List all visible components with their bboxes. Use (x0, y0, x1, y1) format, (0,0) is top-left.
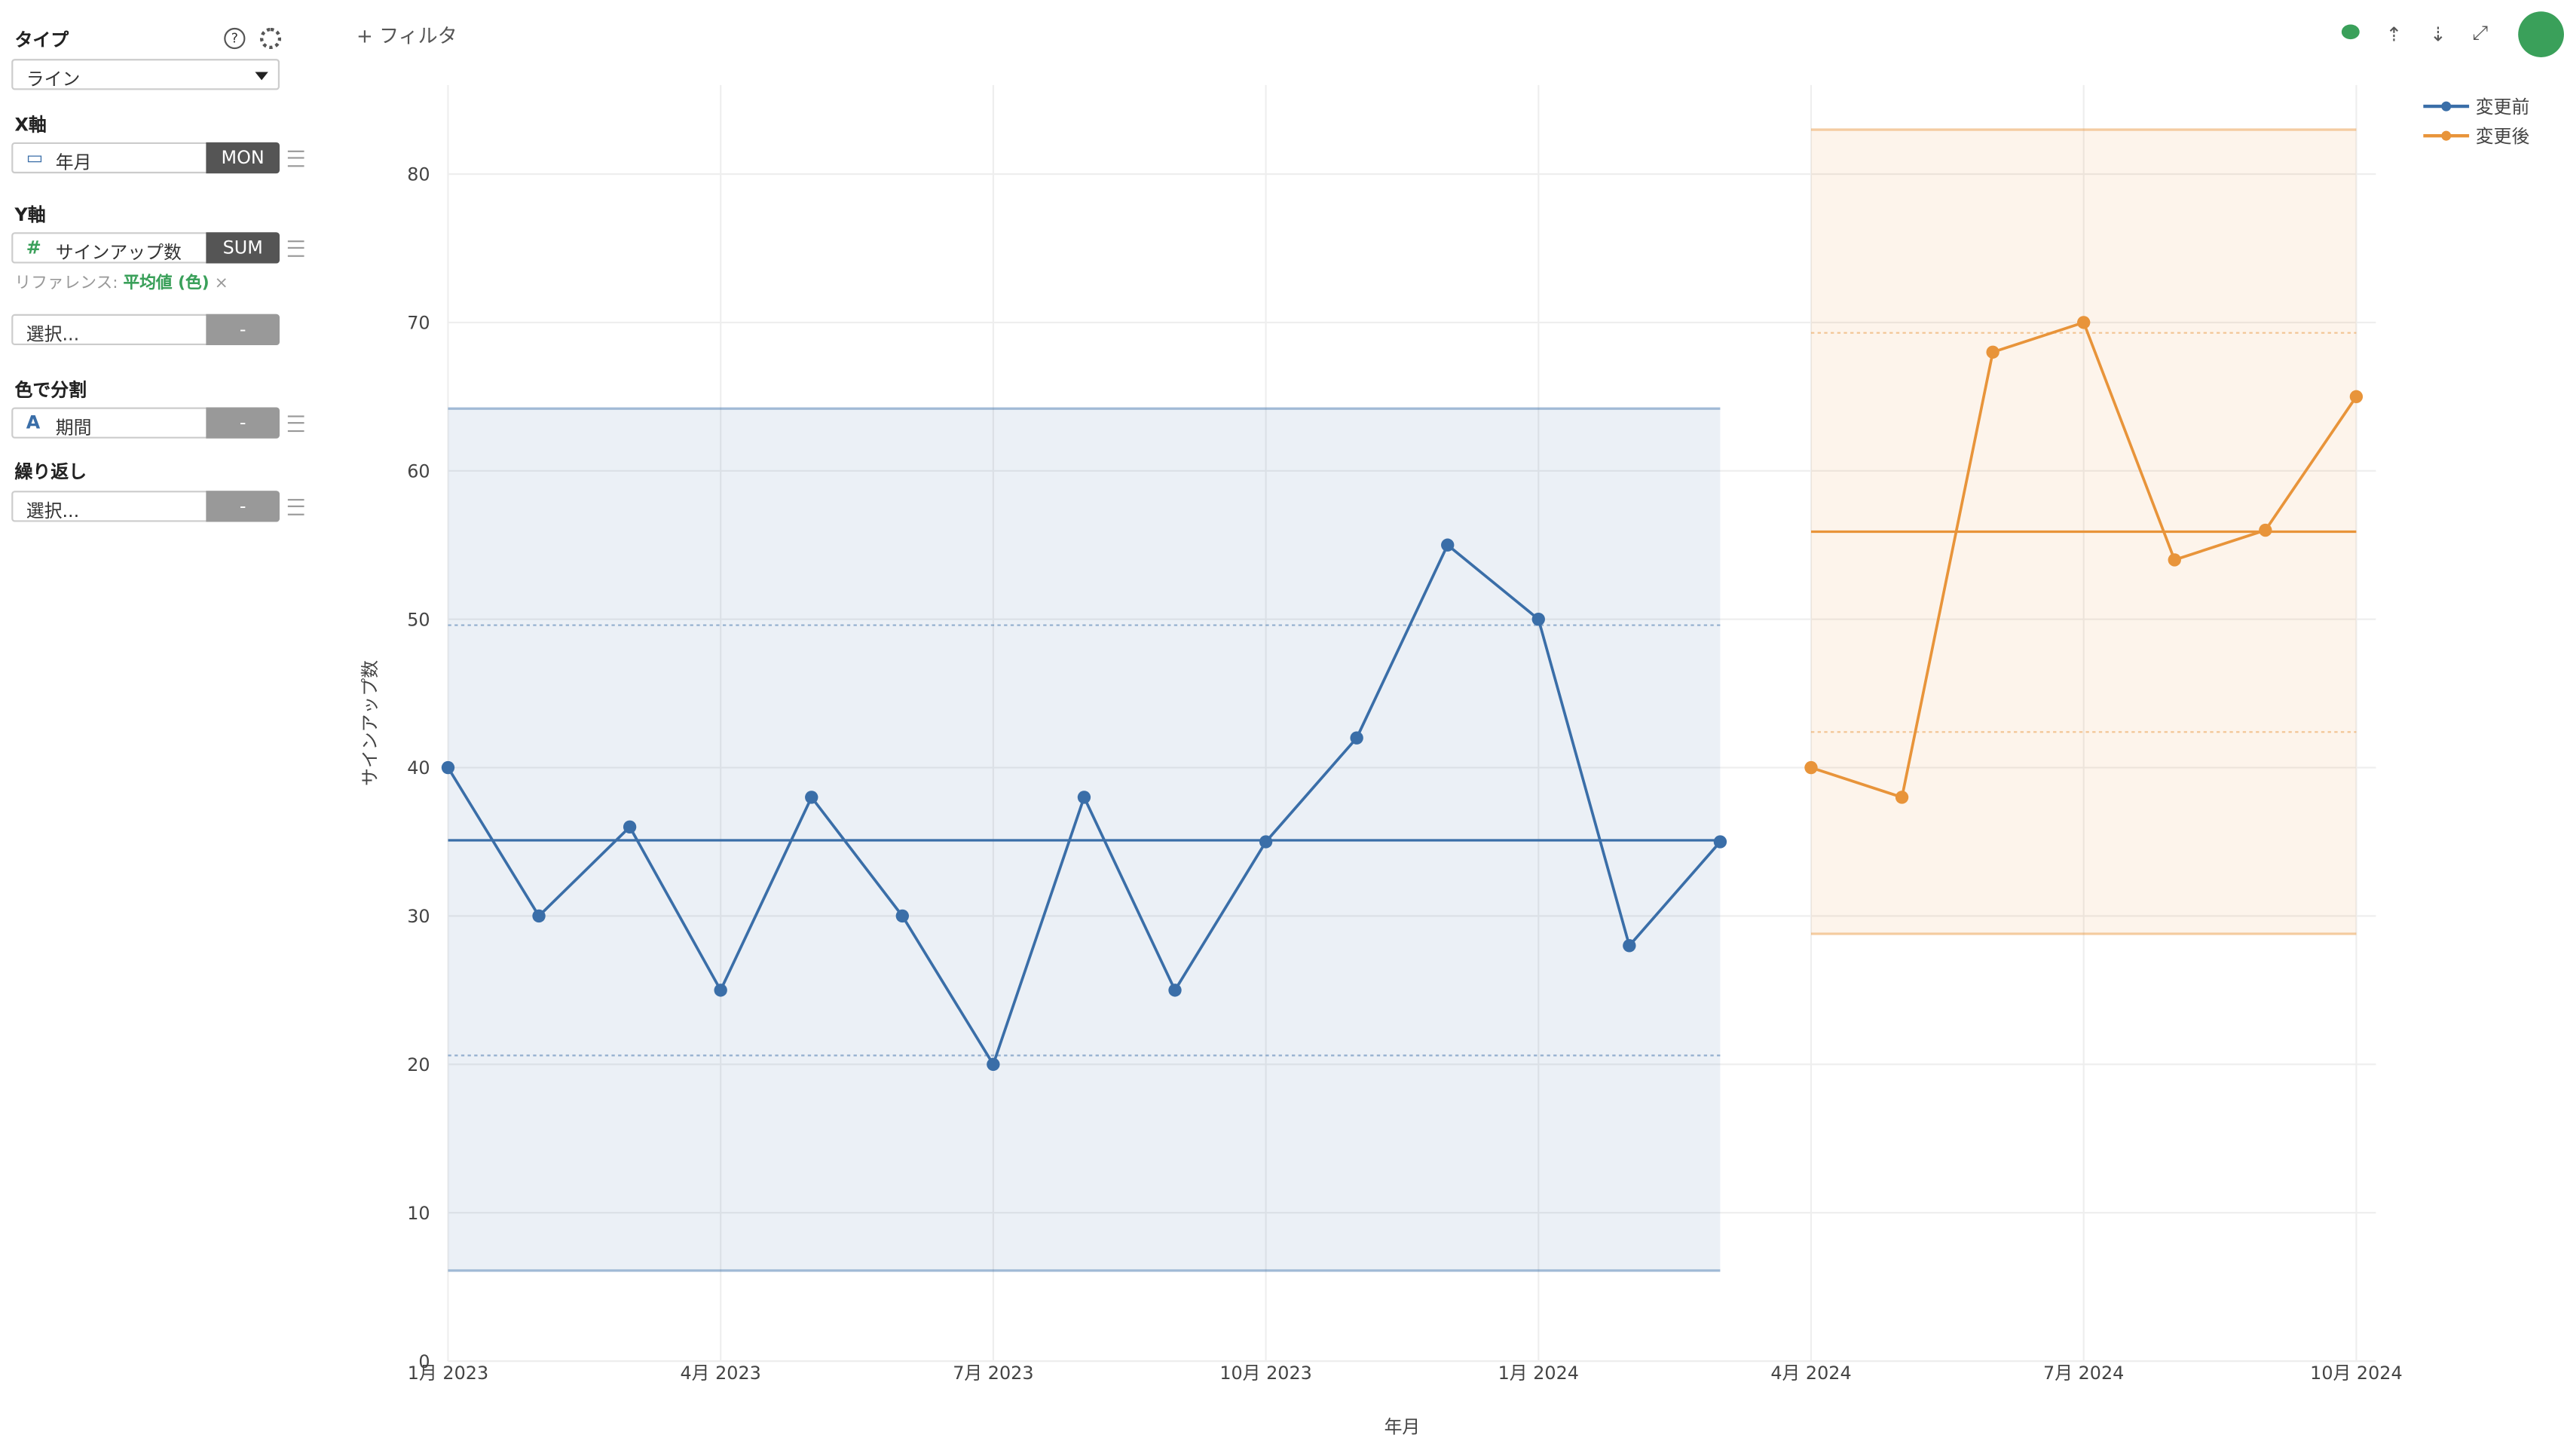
repeat-select[interactable]: 選択... - (11, 491, 280, 522)
chart: 0 10 20 30 40 50 60 70 80 1月 2023 4月 2023 7月 2023 10… (360, 84, 2530, 1438)
point (714, 983, 727, 997)
settings-icon[interactable] (259, 27, 282, 50)
point (1623, 939, 1636, 953)
agg[interactable]: - (206, 491, 280, 522)
value: ライン (26, 69, 81, 90)
x-tick-label: 1月 2024 (1498, 1363, 1579, 1384)
point (1441, 538, 1455, 552)
point (1350, 731, 1363, 745)
y-tick-label: 70 (407, 313, 430, 334)
value: 選択... (26, 500, 80, 522)
comment-icon[interactable] (2341, 24, 2360, 40)
icon: # (26, 237, 41, 258)
x-tick-label: 10月 2023 (1219, 1363, 1311, 1384)
label: フィルタ (379, 24, 457, 47)
y-tick-label: 20 (407, 1054, 430, 1075)
point (1168, 983, 1182, 997)
expand-icon[interactable]: ⤢ (2472, 21, 2489, 44)
point (532, 909, 546, 923)
agg[interactable]: SUM (206, 232, 280, 264)
legend-swatch (2441, 130, 2452, 141)
point (1713, 835, 1727, 849)
type-select[interactable]: ライン (11, 59, 280, 90)
label: タイプ (14, 29, 69, 51)
y-tick-label: 30 (407, 906, 430, 927)
download-icon[interactable]: ⇣ (2430, 23, 2446, 46)
point (441, 760, 455, 775)
help-icon[interactable]: ? (224, 27, 246, 50)
value: 期間 (55, 417, 92, 439)
point (895, 909, 909, 923)
point (1077, 791, 1091, 804)
agg[interactable]: - (206, 407, 280, 439)
y-tick-label: 60 (407, 460, 430, 482)
menu[interactable] (287, 240, 304, 257)
y-axis-title: サインアップ数 (360, 660, 381, 786)
pin-button[interactable] (2518, 11, 2564, 57)
point (1531, 612, 1545, 626)
value: サインアップ数 (55, 242, 182, 264)
caret (255, 72, 268, 87)
point (623, 820, 637, 834)
x-tick-label: 4月 2023 (681, 1363, 761, 1384)
value[interactable]: 平均値 (色) (123, 274, 210, 293)
label: 色で分割 (14, 379, 87, 401)
y-field[interactable]: # サインアップ数 SUM (11, 232, 280, 264)
share-icon[interactable]: ⇡ (2385, 23, 2403, 46)
label: Y軸 (14, 204, 46, 226)
extra-select[interactable]: 選択... - (11, 314, 280, 346)
label: 繰り返し (14, 461, 87, 483)
reference: リファレンス: 平均値 (色) × (14, 274, 228, 293)
label: X軸 (14, 114, 47, 136)
x-tick-label: 7月 2023 (953, 1363, 1033, 1384)
agg[interactable]: MON (206, 142, 280, 174)
value: 年月 (55, 151, 92, 174)
point (1895, 791, 1909, 804)
x-tick-label: 10月 2024 (2310, 1363, 2402, 1384)
x-tick-label: 1月 2023 (408, 1363, 488, 1384)
icon: A (26, 412, 41, 434)
x-field[interactable]: ▭ 年月 MON (11, 142, 280, 174)
legend-swatch (2441, 101, 2452, 112)
point (1259, 835, 1273, 849)
point (805, 791, 818, 804)
y-tick-label: 0 (418, 1351, 430, 1372)
agg[interactable]: - (206, 314, 280, 346)
point (987, 1057, 1000, 1072)
menu[interactable] (287, 415, 304, 433)
y-tick-label: 10 (407, 1203, 430, 1224)
menu[interactable] (287, 499, 304, 515)
legend-label: 変更前 (2476, 96, 2530, 118)
y-tick-label: 50 (407, 609, 430, 630)
x-tick-label: 7月 2024 (2043, 1363, 2124, 1384)
x-tick-label: 4月 2024 (1770, 1363, 1851, 1384)
calendar-icon: ▭ (26, 147, 44, 169)
value: 選択... (26, 323, 80, 346)
point (1986, 345, 1999, 359)
point (2349, 390, 2364, 404)
color-field[interactable]: A 期間 - (11, 407, 280, 439)
point (1804, 760, 1818, 775)
filter-button[interactable]: + フィルタ (356, 24, 457, 47)
y-tick-label: 80 (407, 164, 430, 185)
x-axis-title: 年月 (1384, 1417, 1421, 1438)
label: リファレンス: (14, 274, 118, 293)
legend-label: 変更後 (2476, 126, 2530, 147)
menu[interactable] (287, 150, 304, 167)
point (2077, 316, 2091, 329)
point (2168, 553, 2181, 567)
y-tick-label: 40 (407, 757, 430, 778)
point (2259, 523, 2272, 537)
